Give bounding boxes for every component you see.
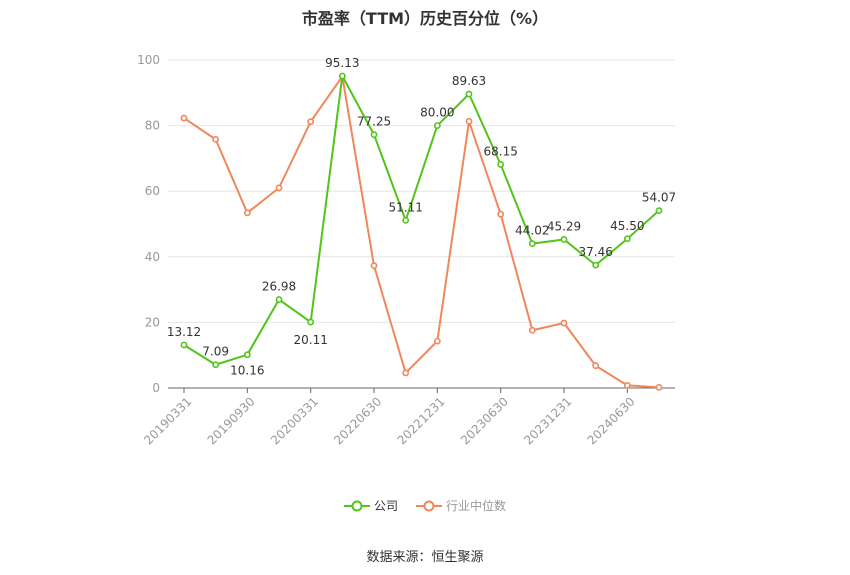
grid-layer — [168, 59, 675, 323]
series-line-1 — [183, 73, 660, 389]
data-point-0[interactable] — [592, 261, 600, 269]
data-label: 7.09 — [202, 345, 229, 359]
data-label: 45.29 — [547, 219, 581, 233]
data-point-1[interactable] — [623, 381, 631, 389]
data-point-1[interactable] — [243, 209, 251, 217]
series-line-0 — [183, 72, 660, 366]
data-label: 10.16 — [230, 364, 264, 378]
data-label: 37.46 — [578, 245, 612, 259]
data-point-1[interactable] — [402, 369, 410, 377]
data-point-1[interactable] — [465, 117, 473, 125]
y-tick-label: 40 — [145, 250, 160, 264]
legend: 公司 行业中位数 — [0, 497, 850, 514]
data-point-1[interactable] — [307, 118, 315, 126]
y-tick-label: 20 — [145, 315, 160, 329]
x-tick-label: 20190930 — [205, 394, 258, 447]
data-point-1[interactable] — [275, 184, 283, 192]
data-point-0[interactable] — [528, 240, 536, 248]
data-point-1[interactable] — [180, 114, 188, 122]
x-tick-label: 20231231 — [521, 394, 574, 447]
source-note: 数据来源：恒生聚源 — [366, 550, 484, 565]
chart-title: 市盈率（TTM）历史百分位（%） — [301, 9, 549, 28]
x-tick-label: 20200331 — [268, 394, 321, 447]
x-tick-label: 20220630 — [331, 394, 384, 447]
x-tick-label: 20190331 — [141, 394, 194, 447]
data-point-0[interactable] — [560, 236, 568, 243]
legend-item-company[interactable]: 公司 — [343, 497, 398, 514]
legend-company-marker — [343, 500, 370, 511]
x-tick-label: 20240630 — [585, 394, 638, 447]
data-point-1[interactable] — [592, 362, 600, 370]
legend-company-label: 公司 — [373, 499, 398, 513]
data-point-1[interactable] — [370, 262, 378, 270]
data-label: 20.11 — [293, 333, 327, 347]
data-label: 95.13 — [325, 56, 359, 70]
legend-industry-label: 行业中位数 — [446, 499, 507, 513]
x-tick-label: 20221231 — [395, 394, 448, 447]
y-tick-label: 80 — [145, 119, 160, 133]
legend-industry-marker — [416, 500, 442, 511]
data-label: 80.00 — [420, 106, 454, 120]
data-point-0[interactable] — [465, 90, 473, 98]
data-point-0[interactable] — [497, 161, 505, 168]
data-point-1[interactable] — [497, 210, 505, 218]
data-label: 51.11 — [388, 200, 422, 214]
data-label: 68.15 — [483, 144, 517, 158]
data-label: 89.63 — [452, 74, 486, 88]
data-point-1[interactable] — [433, 337, 441, 345]
data-point-0[interactable] — [338, 72, 346, 80]
data-point-0[interactable] — [370, 131, 378, 139]
data-point-1[interactable] — [655, 383, 663, 391]
data-point-0[interactable] — [243, 351, 251, 359]
data-label: 26.98 — [262, 280, 296, 294]
data-label: 44.02 — [515, 224, 549, 238]
y-tick-label: 60 — [145, 184, 160, 198]
data-point-1[interactable] — [528, 326, 536, 334]
data-point-0[interactable] — [623, 235, 631, 243]
data-point-0[interactable] — [433, 122, 441, 129]
legend-item-industry-median[interactable]: 行业中位数 — [416, 497, 506, 514]
data-point-0[interactable] — [655, 207, 663, 215]
data-label: 13.12 — [167, 325, 201, 339]
data-label: 54.07 — [642, 191, 676, 205]
series-layer — [180, 72, 663, 391]
y-tick-label: 0 — [152, 381, 160, 395]
data-point-0[interactable] — [180, 341, 188, 349]
data-point-1[interactable] — [560, 319, 568, 327]
x-tick-label: 20230630 — [458, 394, 511, 447]
data-label: 77.25 — [357, 115, 391, 129]
data-point-0[interactable] — [212, 361, 220, 369]
data-point-1[interactable] — [212, 135, 220, 143]
y-tick-label: 100 — [137, 53, 160, 67]
data-point-0[interactable] — [402, 216, 410, 224]
data-point-0[interactable] — [307, 318, 315, 326]
data-label: 45.50 — [610, 219, 644, 233]
data-point-0[interactable] — [275, 296, 283, 303]
